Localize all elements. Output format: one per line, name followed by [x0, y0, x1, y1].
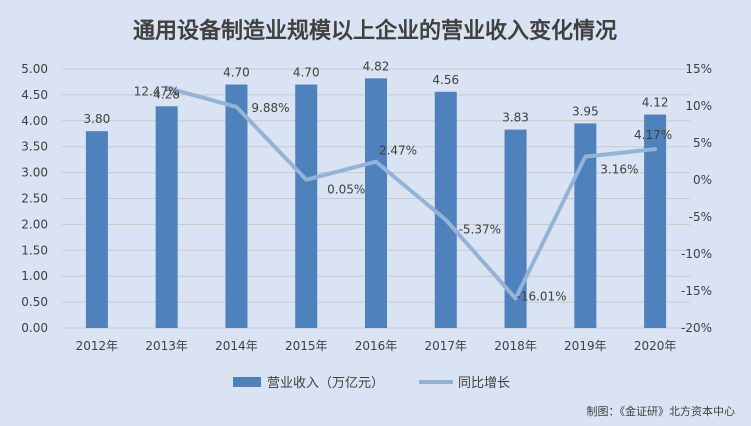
y-right-tick-label: 0% — [693, 173, 712, 187]
y-left-tick-label: 1.50 — [21, 243, 48, 257]
y-right-tick-label: -10% — [681, 247, 712, 261]
line-value-label: 4.17% — [634, 128, 672, 142]
y-left-tick-label: 4.00 — [21, 114, 48, 128]
source-note: 制图：《金证研》北方资本中心 — [587, 404, 736, 418]
y-left-tick-label: 3.00 — [21, 166, 48, 180]
y-right-tick-label: 10% — [685, 99, 712, 113]
bar — [85, 131, 108, 328]
bar — [574, 123, 597, 328]
bar-value-label: 3.95 — [572, 104, 599, 118]
y-right-tick-label: 15% — [685, 62, 712, 76]
line-value-label: 3.16% — [600, 163, 638, 177]
legend-bar-swatch — [233, 377, 261, 387]
x-tick-label: 2013年 — [145, 339, 188, 353]
line-value-label: 12.47% — [134, 85, 180, 99]
line-value-label: -5.37% — [459, 223, 501, 237]
x-tick-label: 2020年 — [634, 339, 677, 353]
y-left-tick-label: 3.50 — [21, 140, 48, 154]
bar — [504, 129, 527, 328]
x-tick-label: 2018年 — [494, 339, 537, 353]
y-left-tick-label: 4.50 — [21, 88, 48, 102]
x-tick-label: 2019年 — [564, 339, 607, 353]
x-tick-label: 2014年 — [215, 339, 258, 353]
x-tick-label: 2017年 — [425, 339, 468, 353]
y-right-tick-label: 5% — [693, 136, 712, 150]
bar — [225, 84, 248, 328]
bar-value-label: 4.70 — [223, 66, 250, 80]
bar — [644, 114, 667, 328]
bar-value-label: 3.80 — [84, 112, 111, 126]
bar — [365, 78, 387, 328]
bar — [434, 91, 457, 329]
bar — [295, 84, 318, 328]
y-left-tick-label: 5.00 — [21, 62, 48, 76]
y-left-tick-label: 1.00 — [21, 269, 48, 283]
x-tick-label: 2015年 — [285, 339, 328, 353]
growth-line — [164, 85, 658, 301]
x-tick-label: 2016年 — [355, 339, 398, 353]
bar-value-label: 4.56 — [432, 73, 459, 87]
y-right-tick-label: -20% — [681, 321, 712, 335]
bar-value-label: 4.12 — [642, 96, 669, 110]
line-value-label: -16.01% — [517, 289, 567, 303]
y-right-tick-label: -5% — [689, 210, 712, 224]
line-value-label: 2.47% — [379, 144, 417, 158]
y-left-tick-label: 2.00 — [21, 217, 48, 231]
line-value-label: 0.05% — [327, 183, 365, 197]
legend-bar-label: 营业收入（万亿元） — [267, 376, 384, 391]
y-left-tick-label: 0.50 — [21, 295, 48, 309]
bar — [155, 106, 178, 329]
y-left-tick-label: 2.50 — [21, 192, 48, 206]
x-tick-label: 2012年 — [76, 339, 119, 353]
y-left-tick-label: 0.00 — [21, 321, 48, 335]
bar-value-label: 4.70 — [293, 66, 320, 80]
bar-value-label: 4.82 — [363, 59, 390, 73]
legend-line-label: 同比增长 — [458, 376, 510, 391]
bar-value-label: 3.83 — [502, 111, 529, 125]
line-value-label: 9.88% — [251, 101, 289, 115]
y-right-tick-label: -15% — [681, 284, 712, 298]
chart-title: 通用设备制造业规模以上企业的营业收入变化情况 — [133, 18, 617, 44]
